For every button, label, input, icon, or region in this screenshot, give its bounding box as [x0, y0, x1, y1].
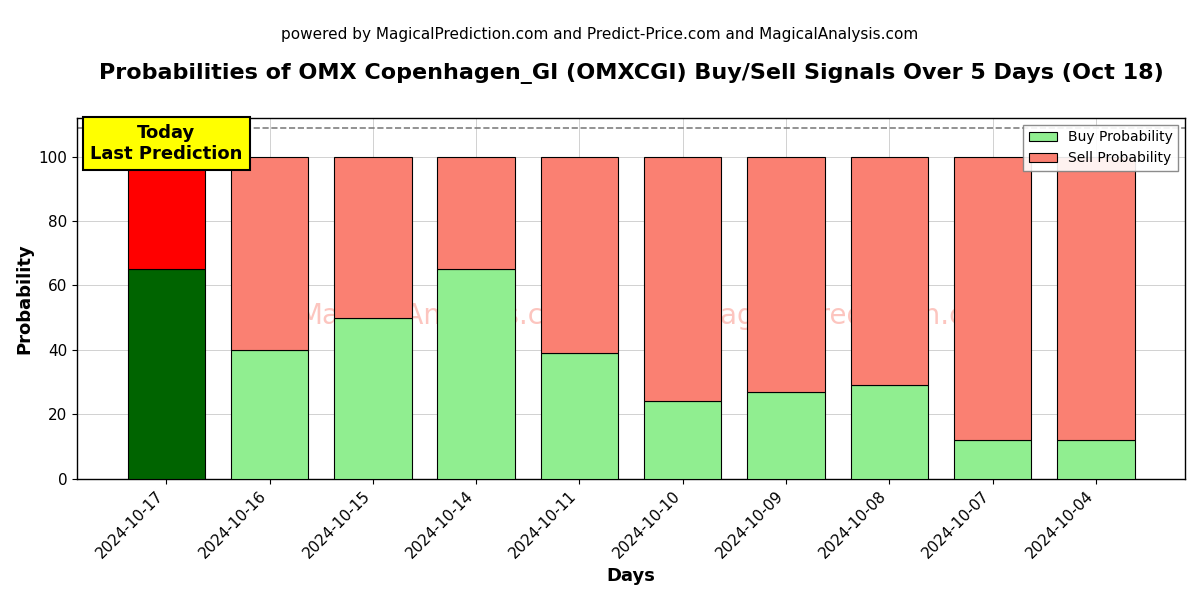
Text: MagicalAnalysis.com: MagicalAnalysis.com: [299, 302, 587, 331]
Y-axis label: Probability: Probability: [14, 243, 32, 354]
Text: Today
Last Prediction: Today Last Prediction: [90, 124, 242, 163]
Bar: [748, 392, 824, 479]
Bar: [334, 317, 412, 479]
Bar: [541, 157, 618, 353]
Title: Probabilities of OMX Copenhagen_GI (OMXCGI) Buy/Sell Signals Over 5 Days (Oct 18: Probabilities of OMX Copenhagen_GI (OMXC…: [98, 63, 1164, 84]
Bar: [954, 157, 1031, 440]
Bar: [954, 440, 1031, 479]
Bar: [748, 157, 824, 392]
Bar: [1057, 440, 1135, 479]
Bar: [644, 401, 721, 479]
Bar: [437, 269, 515, 479]
Bar: [127, 269, 205, 479]
Bar: [334, 157, 412, 317]
X-axis label: Days: Days: [607, 567, 655, 585]
Bar: [437, 157, 515, 269]
Bar: [230, 350, 308, 479]
Text: MagicalPrediction.com: MagicalPrediction.com: [696, 302, 1009, 331]
Legend: Buy Probability, Sell Probability: Buy Probability, Sell Probability: [1024, 125, 1178, 171]
Bar: [851, 157, 928, 385]
Text: powered by MagicalPrediction.com and Predict-Price.com and MagicalAnalysis.com: powered by MagicalPrediction.com and Pre…: [281, 27, 919, 42]
Bar: [1057, 157, 1135, 440]
Bar: [230, 157, 308, 350]
Bar: [541, 353, 618, 479]
Bar: [127, 157, 205, 269]
Bar: [851, 385, 928, 479]
Bar: [644, 157, 721, 401]
